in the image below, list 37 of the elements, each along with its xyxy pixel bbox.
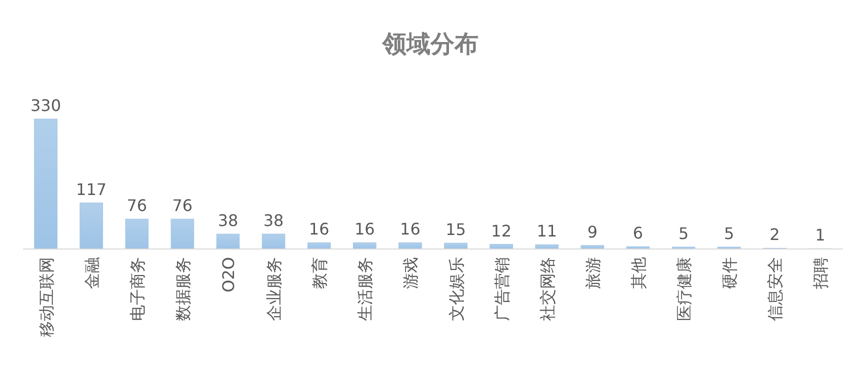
data-label: 16 (308, 220, 330, 239)
data-label: 330 (30, 96, 62, 115)
x-tick-label: 移动互联网 (36, 257, 56, 337)
x-tick-label: 其他 (629, 257, 648, 289)
x-tick-label: 企业服务 (264, 257, 284, 321)
data-label: 15 (446, 220, 466, 240)
x-tick-label: 游戏 (401, 257, 420, 289)
data-label: 16 (354, 220, 375, 239)
x-tick-label: 文化娱乐 (446, 257, 466, 321)
data-label: 12 (491, 221, 512, 240)
x-tick-label: O2O (219, 257, 238, 292)
x-tick-label: 旅游 (583, 257, 602, 289)
x-tick-label: 信息安全 (766, 257, 785, 321)
x-tick-label: 硬件 (720, 257, 740, 289)
x-tick-label: 金融 (82, 257, 102, 289)
data-label: 16 (400, 220, 420, 239)
x-tick-label: 招聘 (811, 257, 830, 290)
data-label: 2 (770, 225, 780, 244)
x-tick-label: 社交网络 (538, 257, 557, 321)
x-tick-label: 教育 (310, 257, 330, 289)
data-label: 6 (632, 224, 644, 243)
data-label: 117 (76, 180, 107, 199)
x-tick-label: 广告营销 (492, 257, 512, 321)
data-label: 9 (587, 222, 598, 242)
data-label: 38 (263, 211, 284, 230)
x-tick-label: 数据服务 (173, 257, 192, 321)
data-label: 11 (536, 222, 558, 241)
x-tick-label: 生活服务 (356, 257, 375, 321)
data-label: 5 (724, 224, 734, 244)
data-label: 5 (678, 224, 689, 244)
data-label: 76 (172, 196, 193, 216)
data-label: 38 (218, 211, 238, 230)
x-tick-label: 电子商务 (128, 257, 147, 321)
x-tick-label: 医疗健康 (674, 257, 694, 321)
data-label: 76 (126, 196, 148, 216)
data-label: 1 (815, 226, 826, 245)
chart-title: 领域分布 (382, 30, 478, 58)
